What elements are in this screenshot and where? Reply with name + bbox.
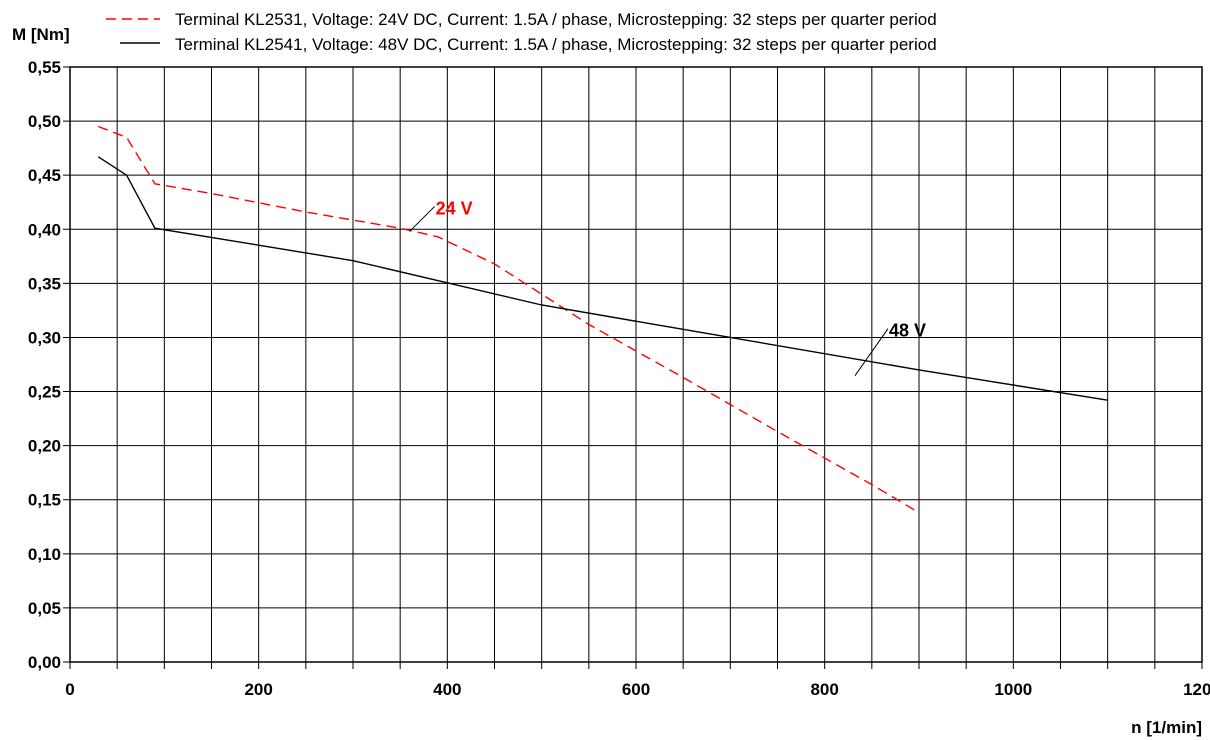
series-line-48v (97, 156, 1108, 401)
legend-label-kl2531: Terminal KL2531, Voltage: 24V DC, Curren… (175, 10, 937, 29)
annotations: 24 V 48 V (409, 198, 926, 376)
annotation-leader-24v (409, 206, 435, 232)
series-layer (97, 125, 1108, 514)
y-tick-label: 0,10 (28, 545, 61, 564)
y-tick-label: 0,00 (28, 653, 61, 672)
x-tick-label: 600 (622, 680, 650, 699)
y-tick-label: 0,40 (28, 220, 61, 239)
series-line-24v (98, 125, 920, 514)
y-axis-label: M [Nm] (12, 25, 70, 44)
grid (63, 66, 1203, 669)
legend: Terminal KL2531, Voltage: 24V DC, Curren… (106, 10, 937, 54)
x-tick-label: 1200 (1183, 680, 1210, 699)
y-tick-label: 0,30 (28, 328, 61, 347)
annotation-24v: 24 V (436, 198, 473, 218)
y-tick-label: 0,15 (28, 491, 61, 510)
y-tick-label: 0,35 (28, 274, 61, 293)
annotation-leader-48v (854, 328, 889, 376)
y-tick-label: 0,55 (28, 58, 61, 77)
annotation-48v: 48 V (889, 321, 926, 341)
x-axis-label: n [1/min] (1131, 718, 1202, 737)
x-tick-label: 400 (433, 680, 461, 699)
x-tick-label: 0 (65, 680, 74, 699)
y-tick-label: 0,45 (28, 166, 61, 185)
legend-label-kl2541: Terminal KL2541, Voltage: 48V DC, Curren… (175, 35, 937, 54)
x-tick-label: 1000 (994, 680, 1032, 699)
y-tick-label: 0,50 (28, 112, 61, 131)
plot-border (69, 66, 1203, 663)
x-tick-label: 200 (244, 680, 272, 699)
y-tick-label: 0,05 (28, 599, 61, 618)
x-tick-label: 800 (810, 680, 838, 699)
y-tick-label: 0,20 (28, 437, 61, 456)
y-tick-label: 0,25 (28, 383, 61, 402)
tick-labels: 0,00 0,05 0,10 0,15 0,20 0,25 0,30 0,35 0,40 0,45… (28, 58, 1210, 699)
